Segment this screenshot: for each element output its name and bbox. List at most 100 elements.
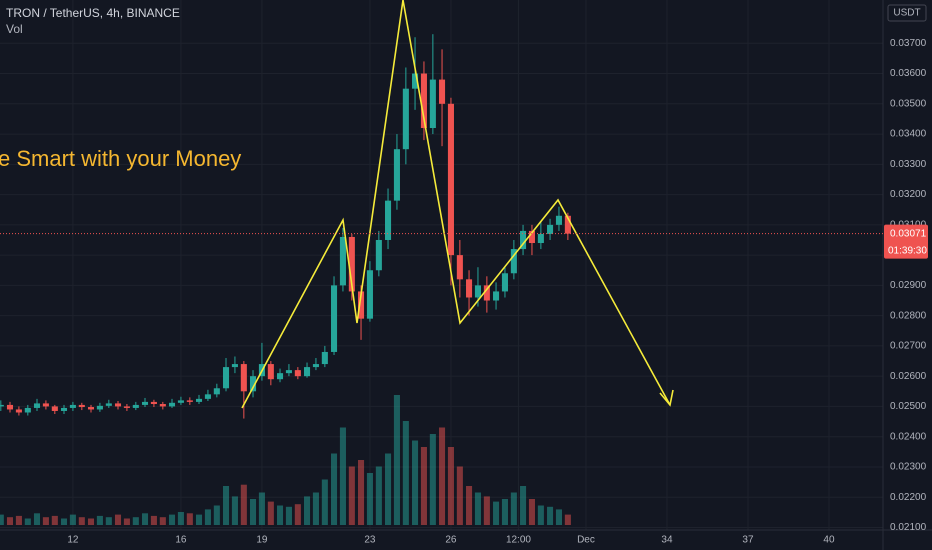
candle-body — [537, 233, 544, 244]
y-tick-label: 0.03300 — [890, 159, 927, 170]
candle-body — [15, 409, 22, 413]
volume-bar — [276, 505, 284, 525]
candle-body — [51, 406, 58, 411]
candle-body — [69, 404, 76, 408]
volume-bar — [564, 514, 571, 525]
currency-badge[interactable] — [887, 4, 927, 22]
y-tick-label: 0.03500 — [890, 98, 927, 109]
volume-bar — [240, 484, 247, 525]
candle-body — [159, 404, 166, 407]
candle-body — [87, 407, 95, 410]
candle-body — [321, 351, 328, 365]
volume-bar — [555, 509, 562, 525]
candle-body — [501, 273, 508, 292]
volume-bar — [150, 515, 157, 525]
volume-bar — [429, 434, 436, 525]
candle-body — [294, 370, 301, 377]
candle-body — [402, 88, 409, 150]
candle-body — [60, 407, 68, 411]
y-tick-label: 0.03700 — [890, 38, 927, 49]
volume-bar — [105, 517, 112, 525]
volume-bar — [285, 506, 292, 525]
volume-bar — [330, 453, 338, 525]
candle-body — [312, 364, 319, 368]
x-tick-label: 37 — [742, 535, 754, 546]
volume-bar — [51, 515, 58, 525]
candle-body — [447, 103, 454, 256]
volume-bar — [294, 504, 301, 525]
volume-bar — [456, 466, 463, 525]
volume-bar — [267, 501, 274, 525]
x-tick-label: 12 — [67, 535, 79, 546]
candle-body — [358, 291, 365, 319]
volume-bar — [402, 421, 409, 525]
candle-body — [105, 403, 112, 406]
x-tick-label: 40 — [823, 535, 835, 546]
candle-body — [330, 285, 338, 352]
volume-bar — [375, 466, 382, 525]
candle-layer — [0, 34, 571, 419]
symbol-title: TRON / TetherUS, 4h, BINANCE — [6, 6, 180, 20]
candle-body — [249, 376, 257, 392]
volume-bar — [510, 492, 517, 525]
candle-body — [123, 406, 130, 408]
volume-bar — [114, 514, 122, 525]
pattern-drawing — [241, 0, 671, 409]
volume-bar — [186, 513, 193, 525]
y-tick-label: 0.03600 — [890, 68, 927, 79]
currency[interactable]: USDT — [893, 8, 920, 19]
volume-bar — [439, 427, 446, 525]
y-tick-label: 0.03200 — [890, 189, 927, 200]
candle-body — [177, 400, 184, 403]
volume-bar — [385, 453, 392, 525]
candle-body — [510, 249, 517, 274]
volume-bar — [213, 505, 220, 525]
volume-label: Vol — [6, 22, 23, 36]
candle-body — [528, 230, 535, 244]
volume-bar — [420, 447, 427, 525]
last-price-label: 0.03071 — [890, 228, 927, 239]
volume-bar — [6, 517, 14, 525]
volume-bar — [537, 505, 544, 525]
candle-body — [222, 367, 230, 389]
candle-body — [24, 407, 31, 413]
y-tick-label: 0.02500 — [890, 401, 927, 412]
candle-body — [420, 73, 427, 129]
candle-body — [240, 364, 247, 392]
y-tick-label: 0.02300 — [890, 462, 927, 473]
candle-body — [439, 79, 446, 104]
volume-bar — [78, 517, 85, 525]
candle-body — [466, 279, 473, 298]
x-tick-label: Dec — [577, 535, 595, 546]
volume-bar — [231, 496, 238, 525]
grid — [0, 0, 883, 530]
y-tick-label: 0.02200 — [890, 492, 927, 503]
volume-bar — [303, 496, 311, 525]
y-tick-label: 0.02800 — [890, 310, 927, 321]
y-tick-label: 0.02400 — [890, 431, 927, 442]
volume-bar — [168, 514, 176, 525]
candle-body — [285, 370, 292, 374]
candle-body — [213, 388, 220, 395]
candle-body — [456, 255, 463, 280]
volume-bar — [222, 486, 230, 525]
candle-body — [96, 405, 103, 410]
annotation: e Smart with your Money — [0, 146, 241, 171]
volume-bar — [141, 513, 149, 525]
volume-bar — [474, 492, 481, 525]
volume-bar — [204, 509, 211, 525]
volume-layer — [0, 395, 571, 525]
candle-body — [564, 215, 571, 234]
x-tick-label: 26 — [445, 535, 457, 546]
volume-bar — [528, 499, 535, 525]
volume-bar — [339, 427, 346, 525]
last-price-box — [884, 224, 928, 259]
candle-body — [483, 285, 490, 301]
candle-body — [493, 291, 500, 301]
volume-bar — [96, 515, 103, 525]
volume-bar — [466, 486, 473, 525]
volume-bar — [483, 496, 490, 525]
candle-body — [195, 398, 203, 402]
